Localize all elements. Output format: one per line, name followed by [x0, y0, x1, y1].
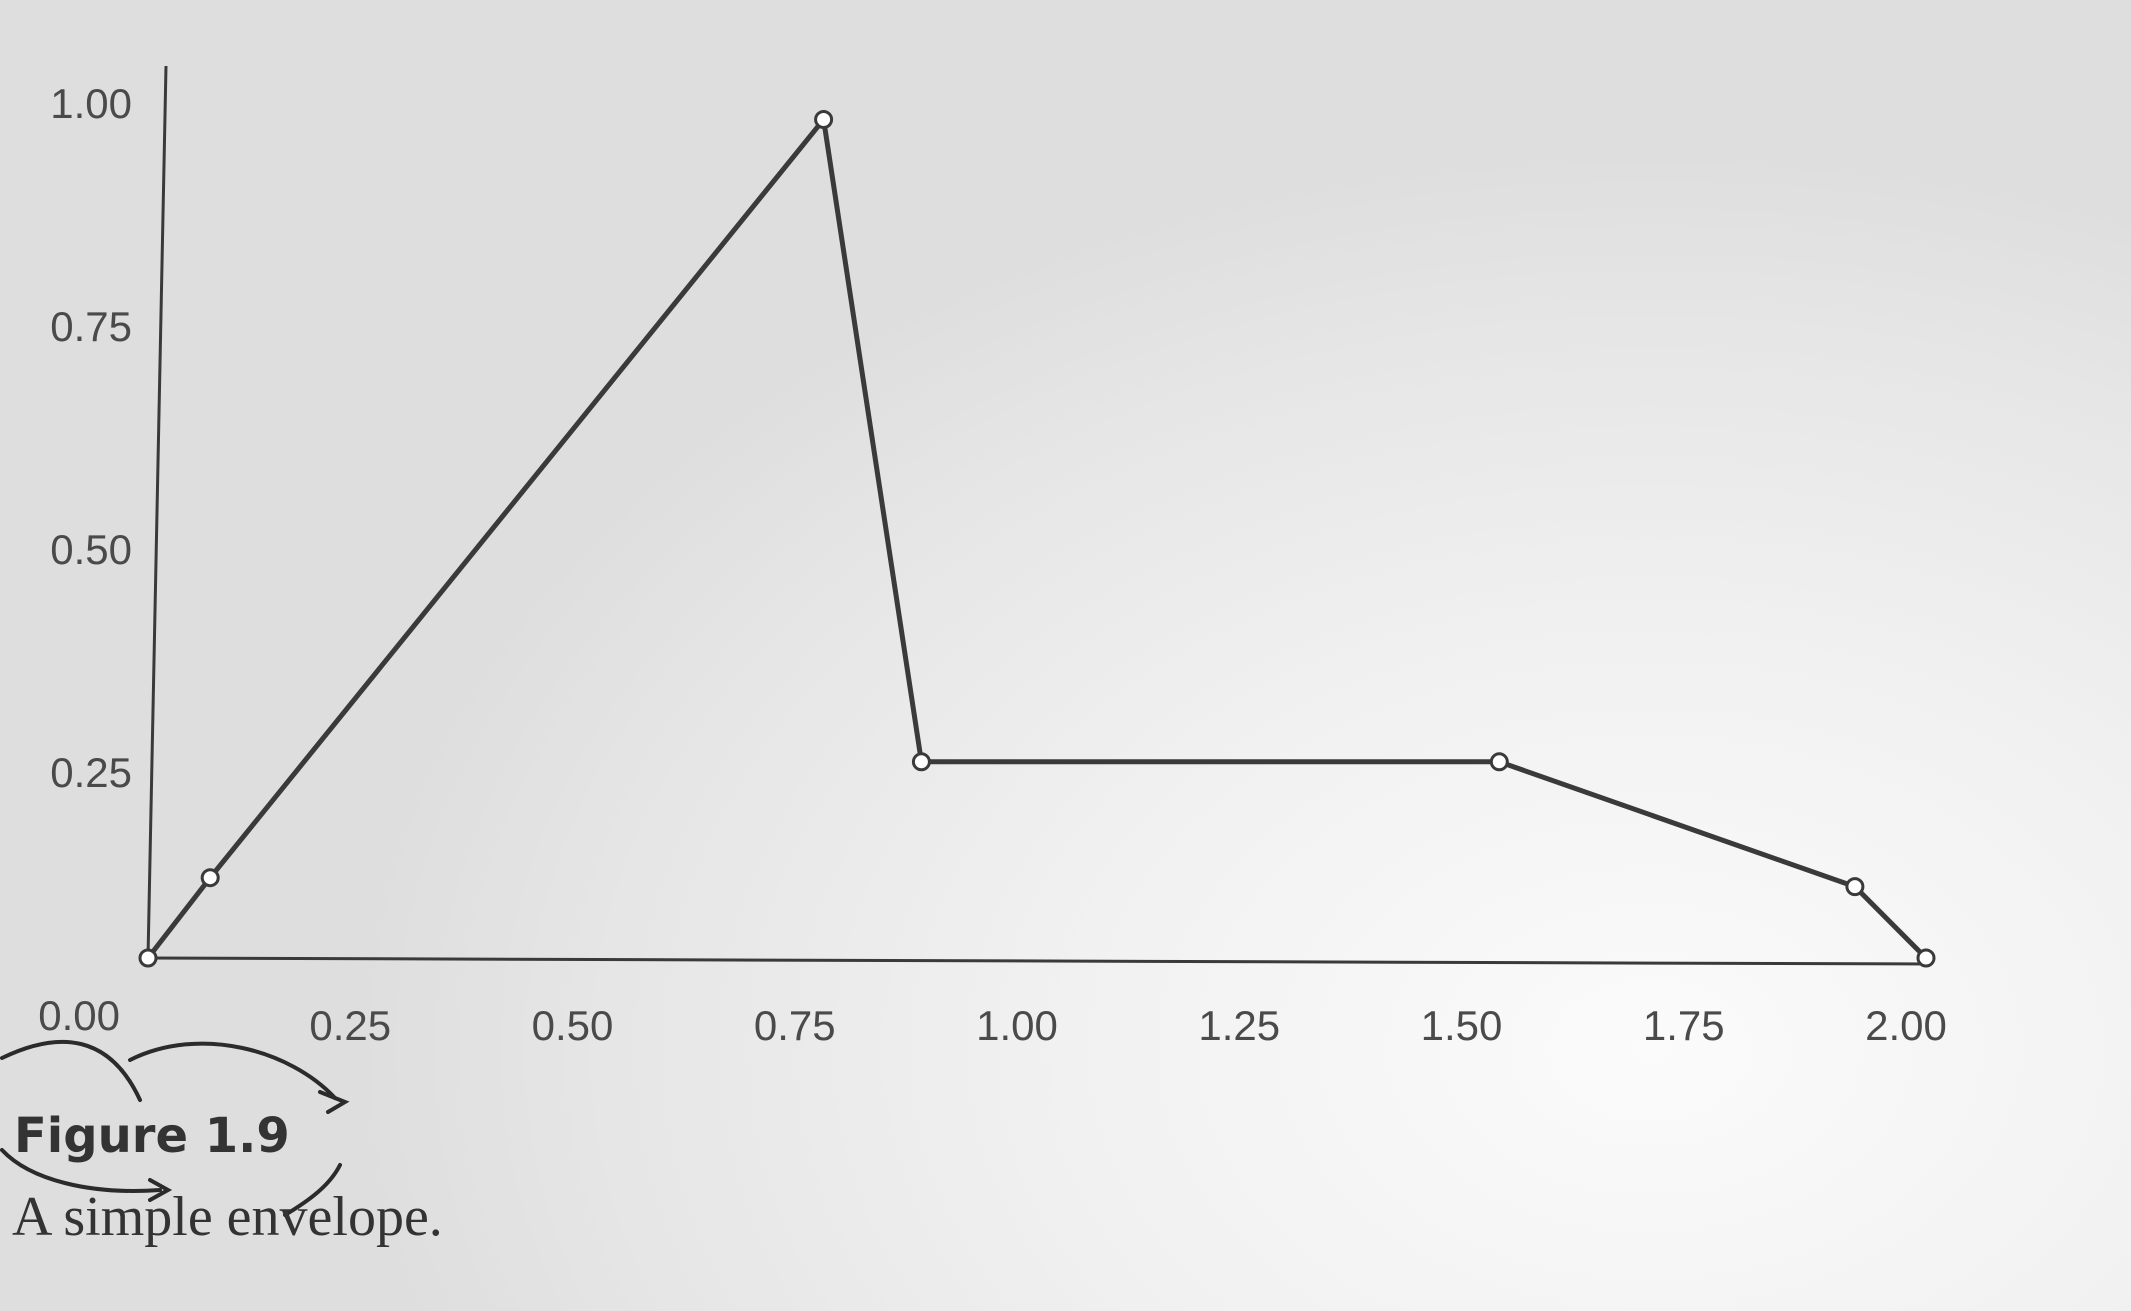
- x-tick-label: 0.50: [532, 1002, 614, 1049]
- x-tick-label: 1.00: [976, 1002, 1058, 1049]
- x-tick-label: 2.00: [1865, 1002, 1947, 1049]
- figure-caption: A simple envelope.: [12, 1186, 443, 1248]
- data-point-marker: [911, 752, 931, 772]
- data-point-marker: [1489, 752, 1509, 772]
- pen-arrowhead-2: [148, 1178, 173, 1202]
- y-tick-label: 1.00: [50, 80, 132, 127]
- data-point-marker: [138, 948, 158, 968]
- data-point-marker: [1845, 877, 1865, 897]
- x-tick-label: 0.25: [309, 1002, 391, 1049]
- x-tick-label: 1.75: [1643, 1002, 1725, 1049]
- x-tick-labels: 0.25 0.50 0.75 1.00 1.25 1.50 1.75 2.00: [309, 1002, 1947, 1049]
- x-tick-label: 1.50: [1421, 1002, 1503, 1049]
- data-point-marker: [814, 110, 834, 129]
- y-tick-label: 0.75: [50, 303, 132, 350]
- x-axis-line: [147, 956, 1927, 966]
- pen-stroke-3: [0, 1148, 162, 1193]
- series-line: [146, 117, 1928, 960]
- pen-stroke-2: [128, 1041, 337, 1100]
- y-tick-label: 0.00: [38, 992, 120, 1039]
- x-tick-label: 0.75: [754, 1002, 836, 1049]
- y-tick-label: 0.50: [50, 526, 132, 573]
- pen-stroke-1: [0, 1039, 142, 1102]
- y-axis: [146, 65, 168, 959]
- pen-arrowhead-1: [318, 1090, 350, 1114]
- x-axis: [147, 956, 1927, 966]
- pen-stroke-4: [283, 1163, 342, 1217]
- series-envelope: [146, 117, 1928, 960]
- data-point-marker: [1916, 948, 1936, 968]
- handwritten-annotation: [0, 1039, 350, 1217]
- y-axis-line: [146, 65, 168, 959]
- figure-label: Figure 1.9: [14, 1108, 290, 1164]
- x-tick-label: 1.25: [1198, 1002, 1280, 1049]
- y-tick-labels: 0.00 0.25 0.50 0.75 1.00: [38, 80, 132, 1039]
- data-points: [138, 110, 1936, 968]
- data-point-marker: [200, 868, 220, 888]
- y-tick-label: 0.25: [50, 749, 132, 796]
